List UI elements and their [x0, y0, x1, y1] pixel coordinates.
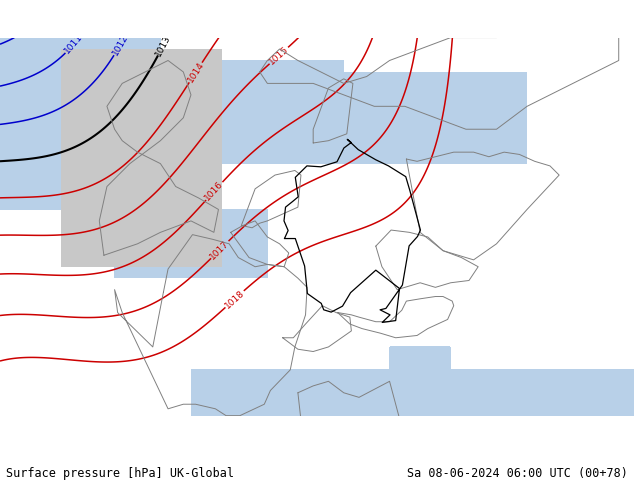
Text: 1015: 1015 [268, 45, 290, 67]
Text: 1012: 1012 [110, 33, 129, 57]
Text: 1018: 1018 [223, 288, 246, 310]
Text: 1011: 1011 [63, 32, 84, 56]
Text: 1013: 1013 [154, 33, 173, 57]
Text: 1014: 1014 [186, 60, 205, 85]
Text: 1017: 1017 [209, 239, 231, 261]
Text: Sa 08-06-2024 06:00 UTC (00+78): Sa 08-06-2024 06:00 UTC (00+78) [407, 467, 628, 480]
Text: 1016: 1016 [203, 179, 225, 203]
Text: Surface pressure [hPa] UK-Global: Surface pressure [hPa] UK-Global [6, 467, 235, 480]
